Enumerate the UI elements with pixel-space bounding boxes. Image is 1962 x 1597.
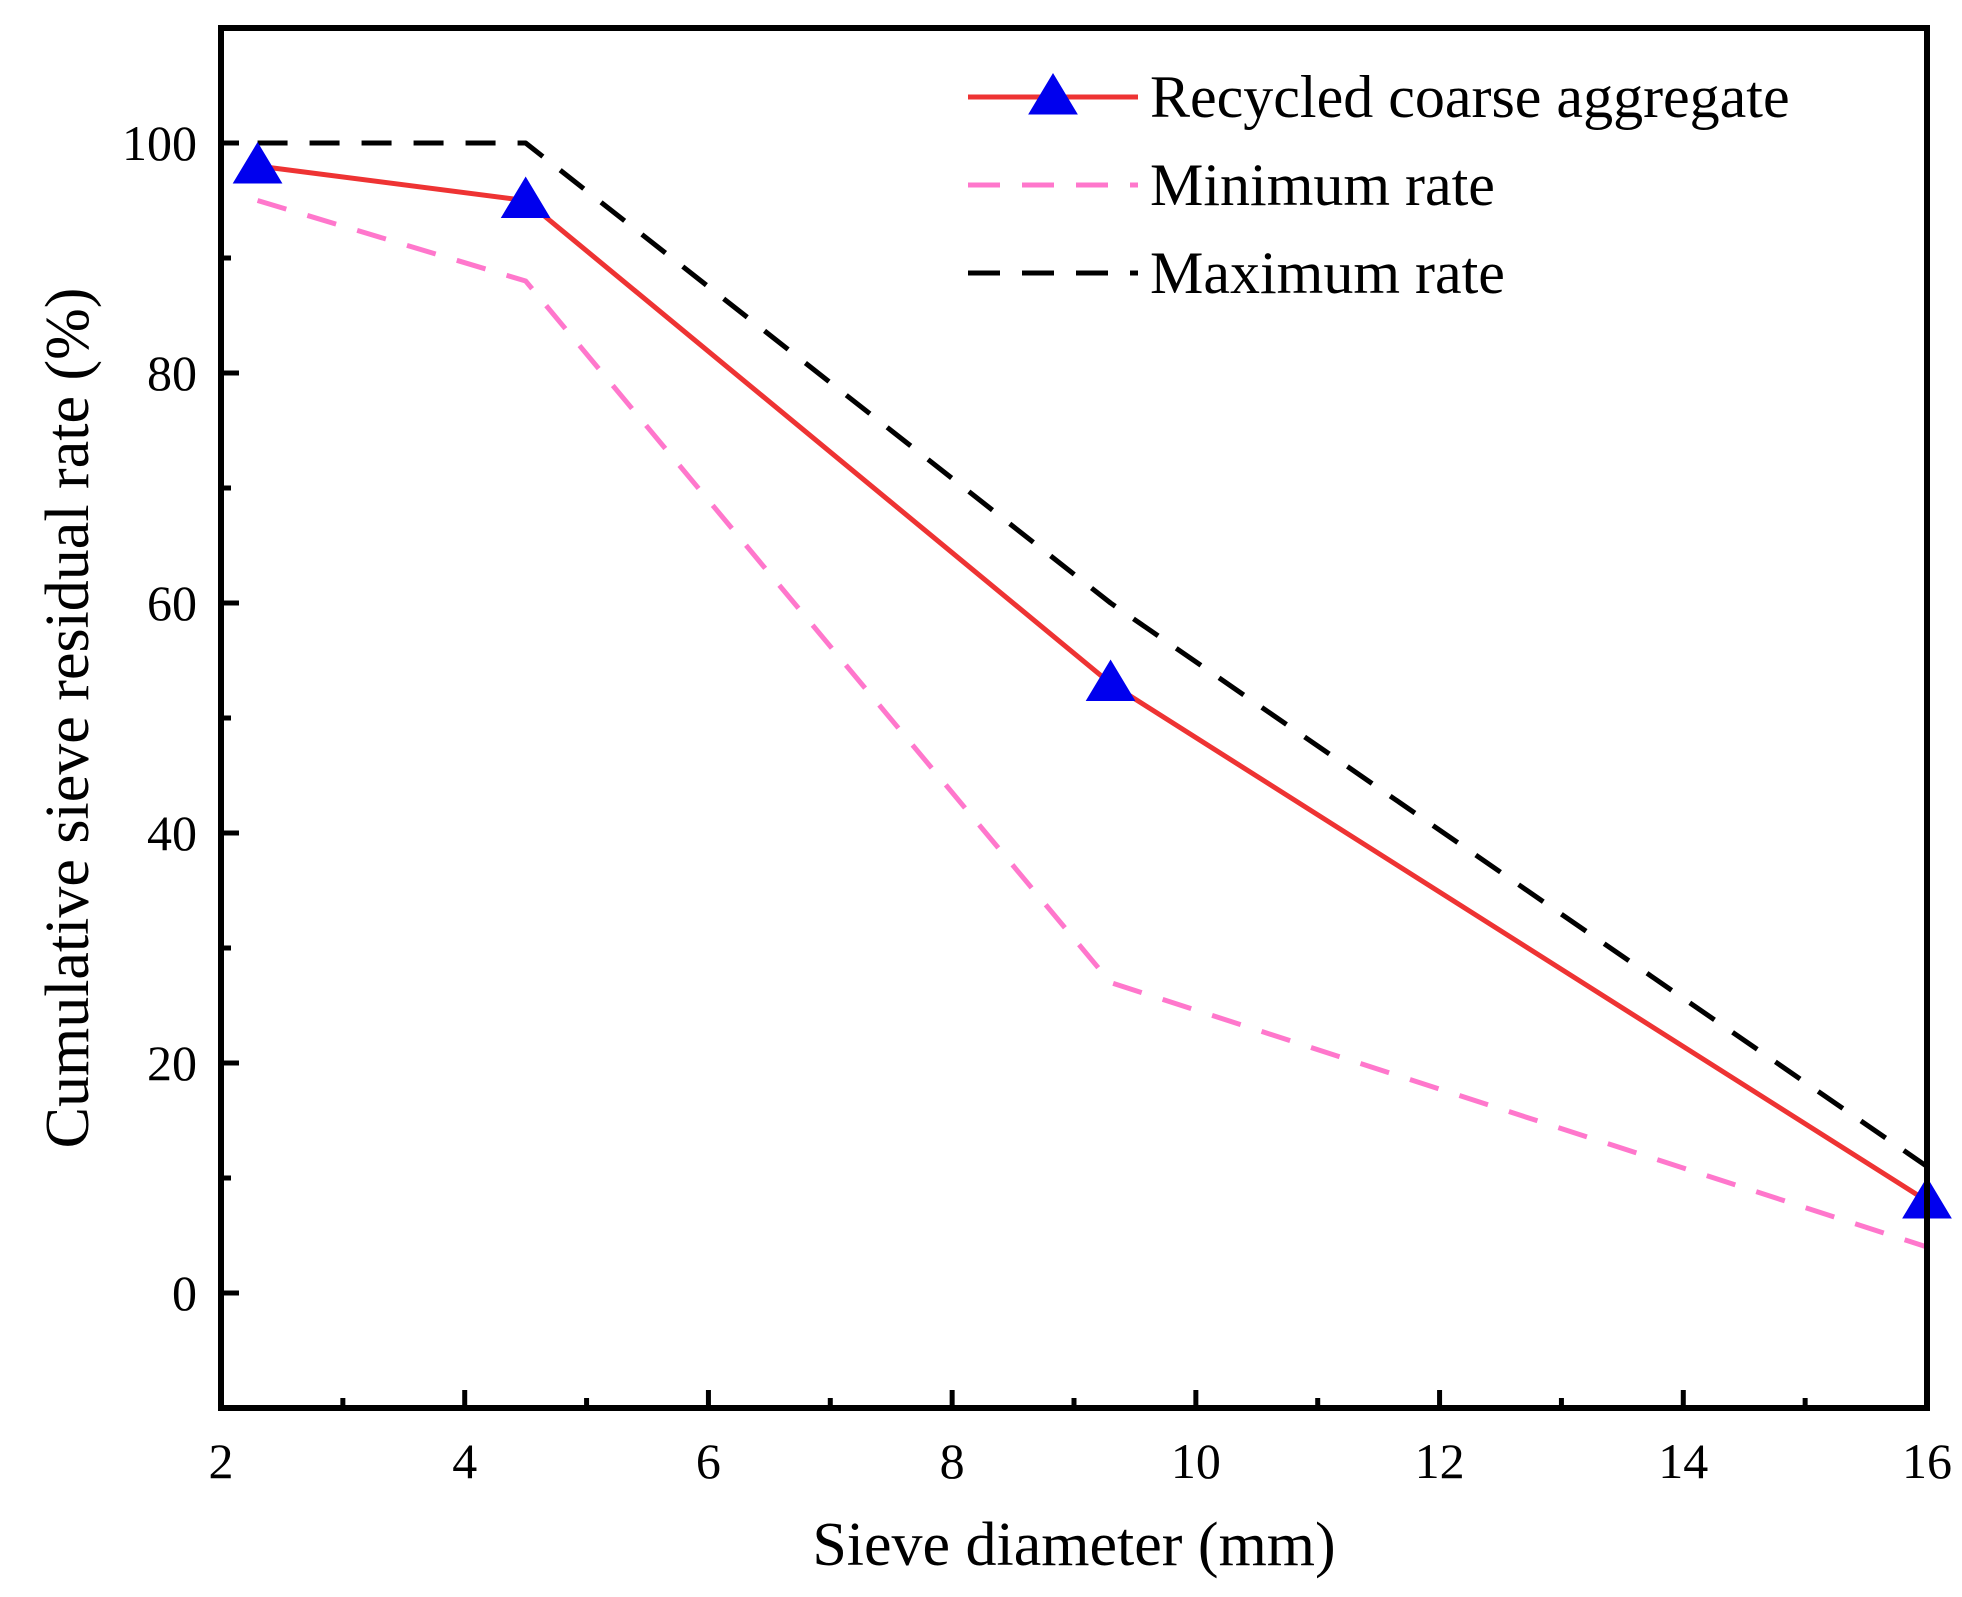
y-tick-label: 100 [122, 115, 197, 171]
x-tick-label: 8 [940, 1433, 965, 1489]
x-tick-label: 12 [1415, 1433, 1465, 1489]
series-marker-0 [232, 142, 283, 184]
x-tick-label: 4 [452, 1433, 477, 1489]
series-line-0 [257, 163, 1929, 1204]
y-axis-title: Cumulative sieve residual rate (%) [34, 288, 102, 1149]
x-tick-label: 14 [1658, 1433, 1708, 1489]
legend-label-2: Maximum rate [1150, 240, 1505, 306]
x-axis-ticks: 2 4 6 8 10 12 14 16 [209, 1390, 1952, 1489]
series-line-1 [256, 198, 1928, 1250]
y-tick-label: 80 [147, 345, 197, 401]
legend-label-1: Minimum rate [1150, 152, 1495, 218]
legend-label-0: Recycled coarse aggregate [1150, 64, 1790, 130]
plot-frame [218, 25, 1930, 1411]
series-marker-0 [500, 176, 551, 218]
legend-marker-0 [1028, 73, 1078, 115]
series-layer [232, 140, 1952, 1250]
series-line-2 [257, 140, 1929, 1169]
x-tick-label: 16 [1902, 1433, 1952, 1489]
y-tick-label: 60 [147, 575, 197, 631]
x-tick-label: 6 [696, 1433, 721, 1489]
series-marker-0 [1085, 659, 1136, 701]
x-axis-title: Sieve diameter (mm) [812, 1511, 1335, 1579]
y-axis-ticks: 0 20 40 60 80 100 [122, 115, 239, 1321]
legend: Recycled coarse aggregate Minimum rate Max… [968, 64, 1790, 306]
x-tick-label: 10 [1171, 1433, 1221, 1489]
x-tick-label: 2 [209, 1433, 234, 1489]
y-tick-label: 40 [147, 805, 197, 861]
y-tick-label: 0 [172, 1265, 197, 1321]
y-tick-label: 20 [147, 1035, 197, 1091]
